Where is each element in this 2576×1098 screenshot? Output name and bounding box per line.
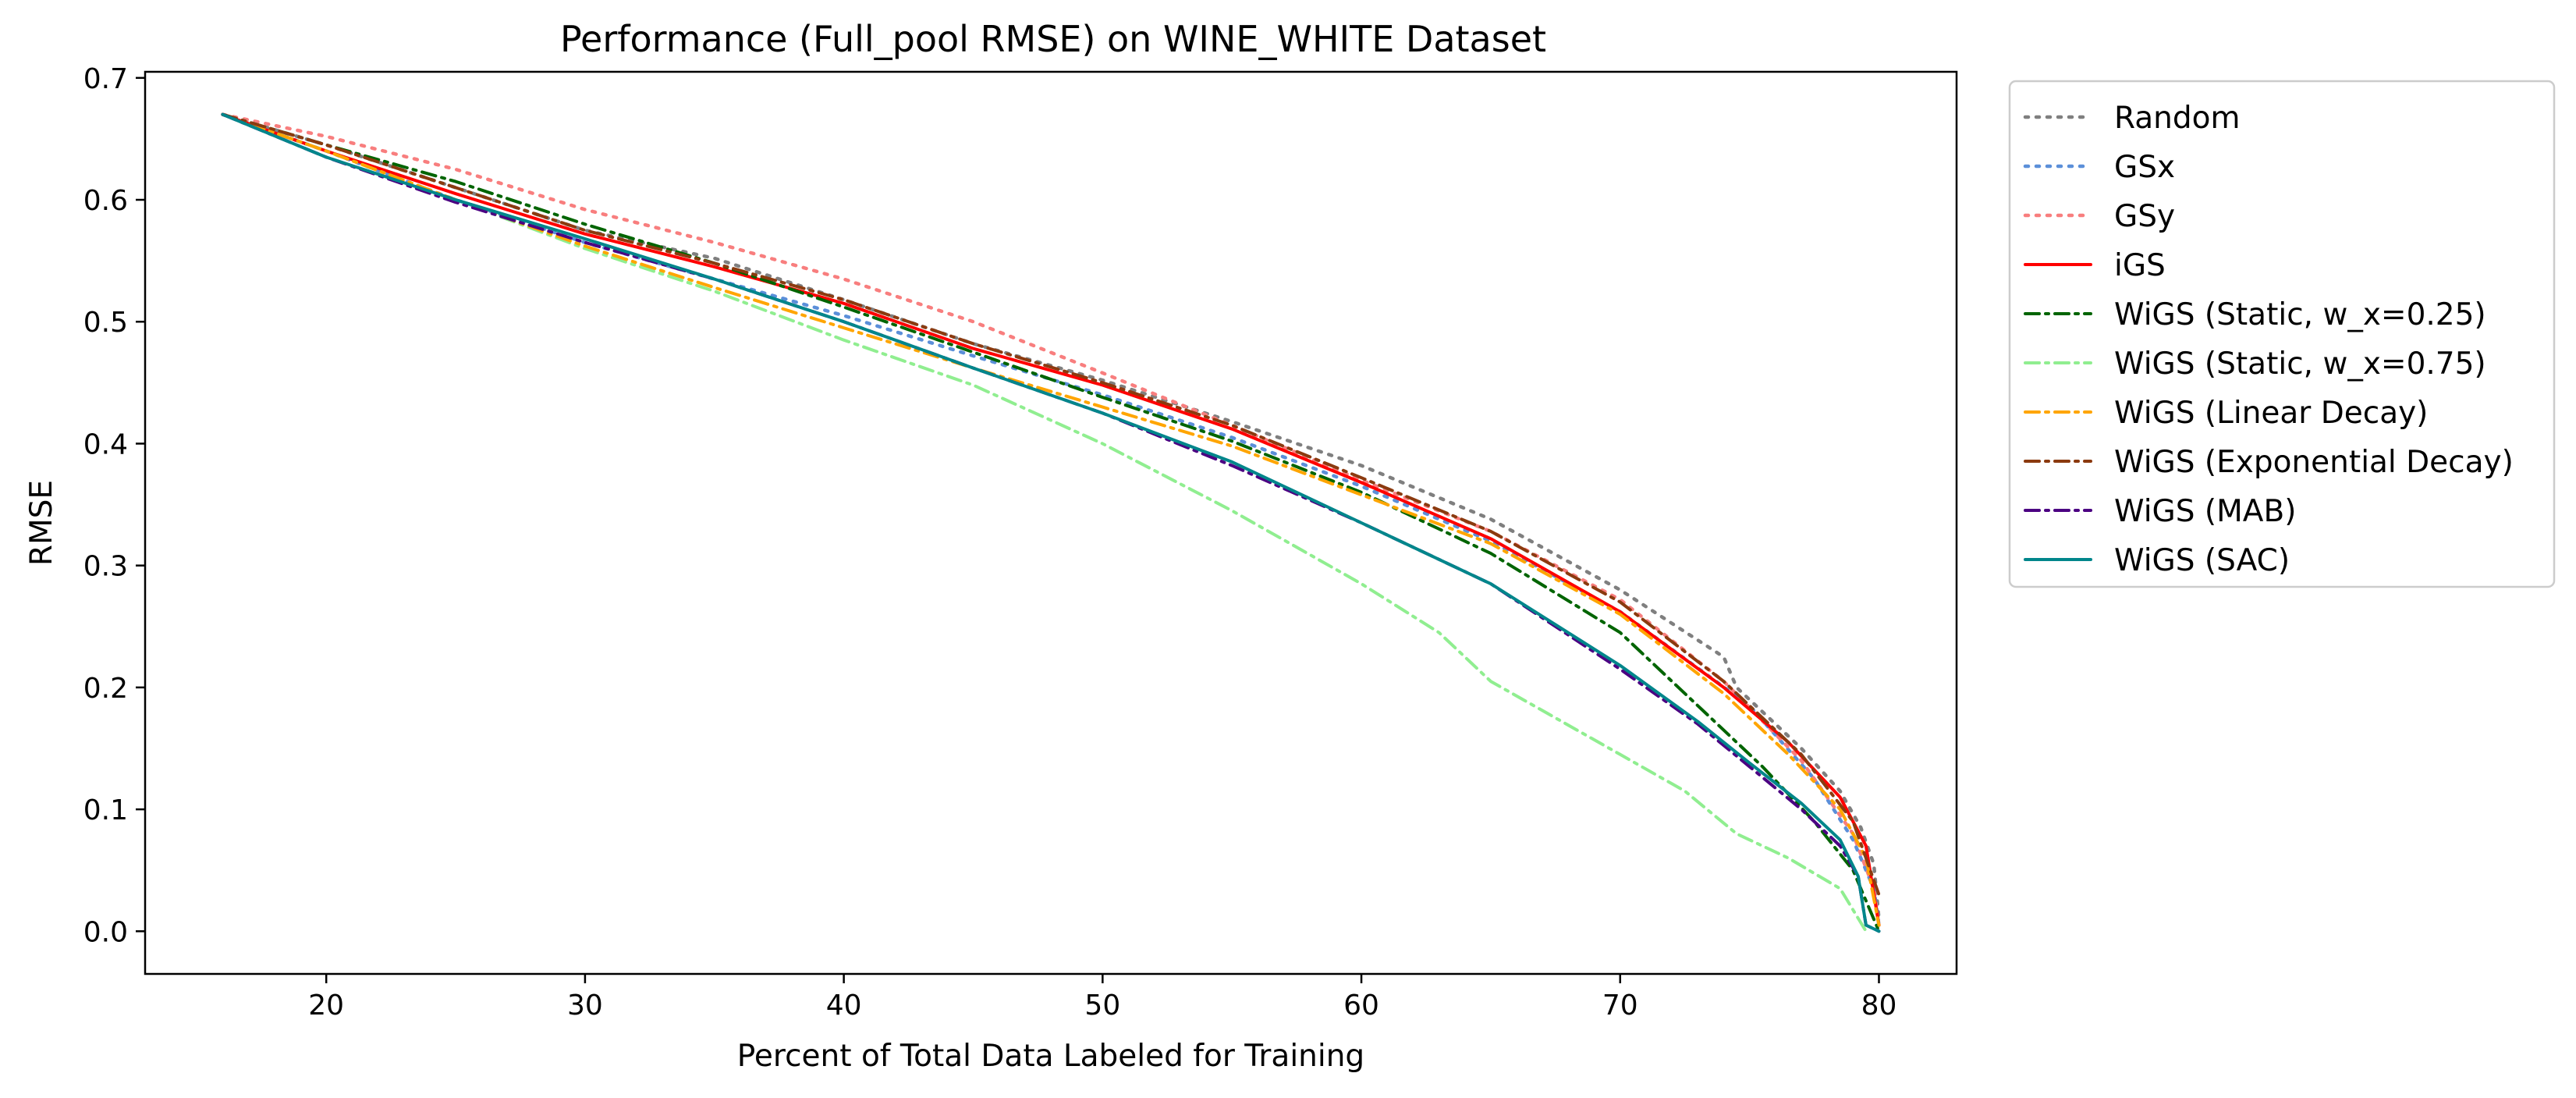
- plot-area: [144, 70, 1958, 975]
- legend-label: WiGS (MAB): [2114, 494, 2296, 529]
- y-tick-label: 0.1: [83, 794, 128, 826]
- series-line-wigs-sac: [221, 112, 1881, 933]
- legend-label: WiGS (Static, w_x=0.25): [2114, 297, 2486, 332]
- series-line-gsx: [221, 112, 1881, 927]
- series-line-igs: [221, 112, 1881, 927]
- x-tick-label: 20: [308, 990, 344, 1022]
- series-line-wigs-static-w-x-0-25: [221, 112, 1881, 933]
- series-line-wigs-static-w-x-0-75: [221, 112, 1868, 933]
- chart-title: Performance (Full_pool RMSE) on WINE_WHI…: [560, 18, 1546, 60]
- x-axis-title: Percent of Total Data Labeled for Traini…: [737, 1039, 1364, 1074]
- x-tick-label: 70: [1602, 990, 1638, 1022]
- y-tick-label: 0.2: [83, 673, 128, 705]
- legend-label: GSy: [2114, 199, 2175, 234]
- legend-label: GSx: [2114, 150, 2175, 185]
- series-layer: [221, 112, 1881, 933]
- series-line-wigs-linear-decay: [221, 112, 1881, 927]
- legend-label: WiGS (SAC): [2114, 543, 2290, 578]
- y-axis-ticks: 0.0 0.1 0.2 0.3 0.4 0.5 0.6 0.7: [83, 63, 145, 948]
- x-tick-label: 50: [1084, 990, 1120, 1022]
- x-tick-label: 80: [1861, 990, 1897, 1022]
- x-tick-label: 60: [1343, 990, 1379, 1022]
- legend-frame: [2008, 80, 2556, 588]
- y-tick-label: 0.6: [83, 185, 128, 217]
- legend: Random GSx GSy iGS WiGS (Static, w_x=0.25) Wi…: [2008, 80, 2556, 588]
- legend-label: iGS: [2114, 248, 2166, 283]
- legend-label: WiGS (Static, w_x=0.75): [2114, 346, 2486, 382]
- y-tick-label: 0.3: [83, 551, 128, 583]
- series-line-random: [221, 112, 1881, 921]
- y-tick-label: 0.4: [83, 428, 128, 460]
- x-tick-label: 40: [826, 990, 862, 1022]
- y-tick-label: 0.5: [83, 307, 128, 339]
- legend-label: WiGS (Linear Decay): [2114, 396, 2428, 431]
- y-tick-label: 0.0: [83, 916, 128, 948]
- plot-frame: [144, 70, 1958, 975]
- series-line-wigs-mab: [221, 112, 1881, 933]
- legend-label: Random: [2114, 101, 2240, 136]
- x-tick-label: 30: [567, 990, 603, 1022]
- y-axis-title: RMSE: [24, 480, 59, 566]
- legend-items: Random GSx GSy iGS WiGS (Static, w_x=0.25) Wi…: [2023, 101, 2514, 578]
- series-line-gsy: [221, 112, 1881, 927]
- series-line-wigs-exponential-decay: [221, 112, 1881, 897]
- x-axis-ticks: 20 30 40 50 60 70 80: [308, 974, 1897, 1022]
- y-tick-label: 0.7: [83, 63, 128, 95]
- legend-label: WiGS (Exponential Decay): [2114, 445, 2514, 480]
